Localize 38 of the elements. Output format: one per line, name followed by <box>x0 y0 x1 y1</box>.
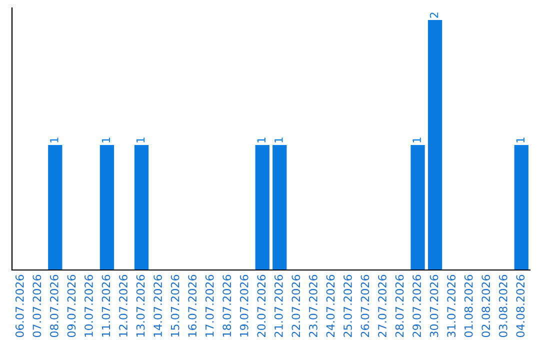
x-tick-label: 04.08.2026 <box>516 274 525 338</box>
x-tick-label: 20.07.2026 <box>257 274 266 337</box>
x-tick-label: 11.07.2026 <box>102 274 110 337</box>
x-tick-label: 16.07.2026 <box>188 274 197 337</box>
x-tick-label: 15.07.2026 <box>170 274 180 337</box>
x-tick-label: 02.08.2026 <box>482 274 490 338</box>
x-tick-label: 03.08.2026 <box>498 274 508 338</box>
data-label: 2 <box>430 12 438 18</box>
x-tick-label: 22.07.2026 <box>292 274 300 337</box>
x-tick-label: 29.07.2026 <box>412 274 421 337</box>
x-tick-label: 13.07.2026 <box>136 274 145 337</box>
x-tick-label: 09.07.2026 <box>67 274 76 338</box>
x-tick-label: 17.07.2026 <box>205 274 214 337</box>
x-tick-label: 18.07.2026 <box>222 274 232 337</box>
x-tick-label: 12.07.2026 <box>119 274 128 337</box>
x-tick-label: 10.07.2026 <box>84 274 93 337</box>
x-tick-label: 08.07.2026 <box>50 274 58 338</box>
x-tick-label: 26.07.2026 <box>360 274 370 337</box>
x-tick-label: 31.07.2026 <box>447 274 456 337</box>
x-tick-label: 06.07.2026 <box>15 274 24 338</box>
data-label: 1 <box>257 138 266 142</box>
data-label: 1 <box>50 138 58 142</box>
x-tick-label: 07.07.2026 <box>32 274 42 338</box>
data-label: 1 <box>274 138 283 142</box>
data-label: 1 <box>516 138 524 142</box>
x-tick-label: 25.07.2026 <box>344 274 352 337</box>
x-tick-label: 30.07.2026 <box>430 274 438 337</box>
x-tick-label: 28.07.2026 <box>395 274 404 337</box>
x-tick-label: 23.07.2026 <box>308 274 318 337</box>
data-label: 1 <box>102 138 110 142</box>
x-tick-label: 14.07.2026 <box>154 274 162 337</box>
x-tick-label: 19.07.2026 <box>240 274 248 337</box>
x-tick-label: 24.07.2026 <box>326 274 335 337</box>
x-tick-label: 21.07.2026 <box>274 274 283 337</box>
x-tick-label: 27.07.2026 <box>378 274 386 337</box>
x-tick-label: 01.08.2026 <box>464 274 473 338</box>
data-label: 1 <box>412 138 421 142</box>
data-label: 1 <box>136 138 145 142</box>
